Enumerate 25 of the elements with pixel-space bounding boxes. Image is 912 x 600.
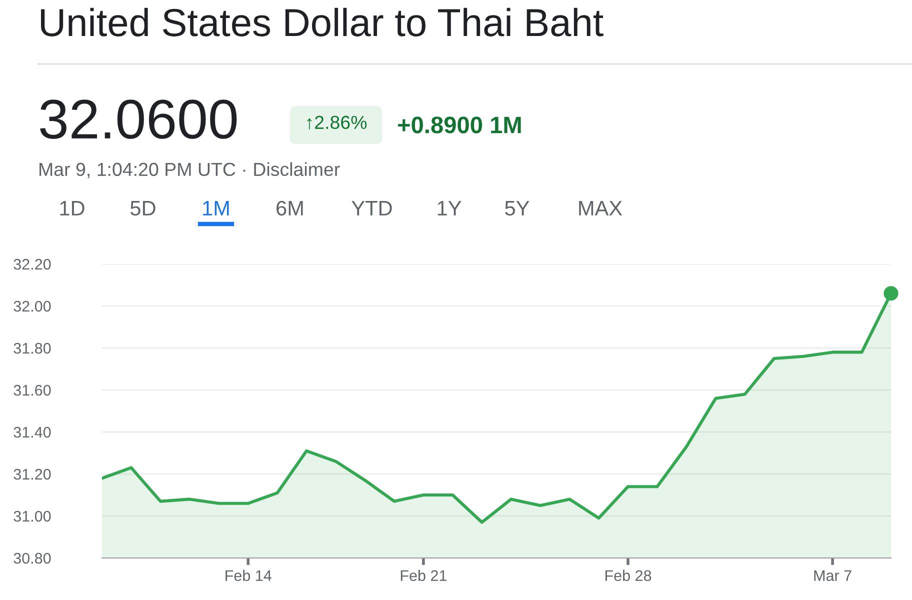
text: ↑2.86% [307, 116, 367, 130]
text: YTD [352, 201, 392, 216]
x-tick-label: Feb 28 [605, 570, 652, 582]
text: MAX [579, 201, 622, 216]
y-tick-label: 31.20 [14, 468, 51, 480]
chart-title: United States Dollar to Thai Baht [41, 8, 604, 36]
text: 6M [276, 200, 303, 216]
y-tick-label: 31.60 [14, 384, 51, 396]
text: +0.8900 1M [398, 116, 521, 134]
text: 1M [203, 201, 229, 216]
x-tick-label: Feb 21 [400, 570, 446, 582]
x-tick-label: Feb 14 [226, 570, 272, 582]
y-tick-label: 31.80 [14, 342, 51, 354]
text: 5D [130, 201, 156, 216]
text: 1D [60, 201, 84, 216]
y-tick-label: 30.80 [14, 552, 51, 564]
text: 1Y [438, 201, 462, 216]
text: 32.0600 [40, 100, 237, 139]
text: 5Y [505, 201, 530, 216]
chart-subtitle: Mar 9, 1:04:20 PM UTC · Disclaimer [40, 162, 340, 178]
y-tick-label: 31.40 [14, 426, 51, 438]
x-tick-label: Mar 7 [814, 570, 852, 582]
y-tick-label: 32.00 [14, 300, 51, 312]
y-tick-label: 31.00 [14, 510, 51, 522]
y-tick-label: 32.20 [14, 258, 51, 270]
